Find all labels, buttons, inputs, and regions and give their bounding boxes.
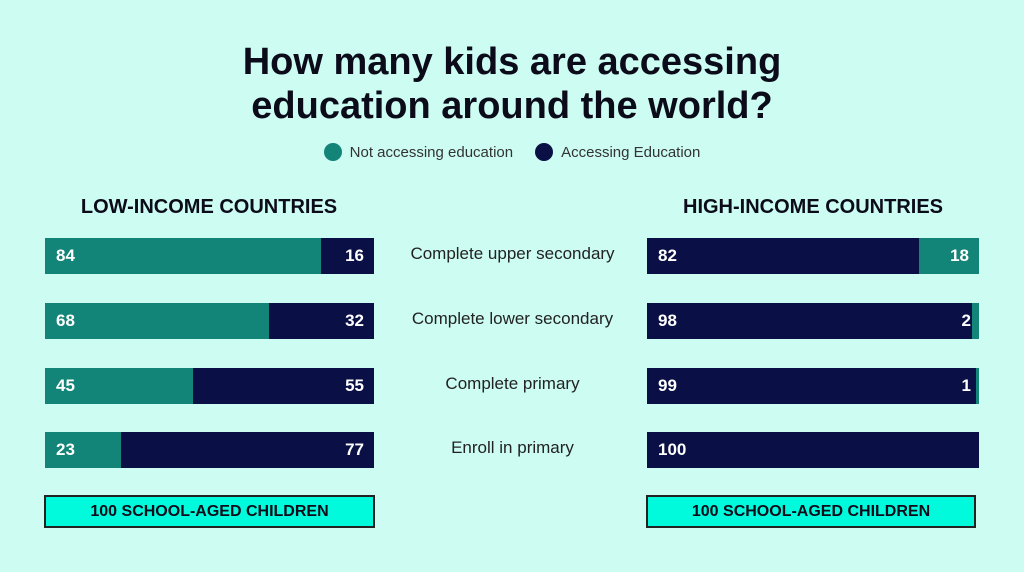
title-line-2: education around the world? [251, 85, 773, 127]
bar-row: 82 18 [647, 238, 979, 274]
footer-box-high: 100 SCHOOL-AGED CHILDREN [646, 495, 976, 528]
bar-row: 45 55 [45, 368, 374, 404]
data-label: 84 [56, 246, 75, 265]
bar-row: 84 16 [45, 238, 374, 274]
bar-segment: 82 [647, 238, 920, 274]
panel-title-low: LOW-INCOME COUNTRIES [80, 196, 338, 218]
data-label: 98 [658, 311, 677, 330]
data-label: 82 [658, 246, 677, 265]
legend-label: Not accessing education [349, 143, 514, 161]
data-label: 1 [961, 376, 971, 395]
bar-segment: 68 [45, 303, 269, 339]
category-label: Complete primary [445, 374, 580, 393]
bar-segment: 98 [647, 303, 973, 339]
category-label: Complete upper secondary [410, 244, 615, 263]
data-label: 77 [345, 440, 364, 459]
data-label: 99 [658, 376, 677, 395]
bar-row: 23 77 [45, 432, 374, 468]
bar-segment: 99 [647, 368, 976, 404]
bar-segment: 100 [647, 432, 979, 468]
bar-segment: 1 [962, 368, 979, 404]
bar-segment: 16 [321, 238, 374, 274]
data-label: 55 [345, 376, 364, 395]
legend-dot-icon [323, 143, 342, 161]
legend-item-not-accessing: Not accessing education [323, 143, 514, 161]
bar-row: 68 32 [45, 303, 374, 339]
bar-segment: 32 [268, 303, 374, 339]
bar-segment: 18 [919, 238, 979, 274]
bar-row: 98 2 [647, 303, 979, 339]
bar-segment: 23 [45, 432, 121, 468]
chart-title: How many kids are accessing education aro… [0, 40, 1024, 128]
data-label: 23 [56, 440, 75, 459]
bar-row: 99 1 [647, 368, 979, 404]
bar-segment: 2 [962, 303, 979, 339]
data-label: 2 [961, 311, 971, 330]
legend-item-accessing: Accessing Education [535, 143, 700, 161]
legend: Not accessing education Accessing Educat… [0, 143, 1024, 161]
bar-segment: 55 [193, 368, 374, 404]
data-label: 68 [56, 311, 75, 330]
bar-segment: 84 [45, 238, 322, 274]
title-line-1: How many kids are accessing [242, 41, 782, 83]
legend-dot-icon [535, 143, 554, 161]
bar-segment: 45 [45, 368, 194, 404]
panel-title-high: HIGH-INCOME COUNTRIES [683, 196, 943, 218]
legend-label: Accessing Education [561, 143, 701, 161]
data-label: 32 [345, 311, 364, 330]
category-label: Complete lower secondary [411, 309, 614, 328]
category-label: Enroll in primary [451, 438, 574, 457]
footer-box-low: 100 SCHOOL-AGED CHILDREN [44, 495, 375, 528]
data-label: 100 [658, 440, 687, 459]
data-label: 18 [950, 246, 969, 265]
bar-row: 100 [647, 432, 979, 468]
data-label: 16 [345, 246, 364, 265]
data-label: 45 [56, 376, 75, 395]
bar-segment: 77 [120, 432, 374, 468]
